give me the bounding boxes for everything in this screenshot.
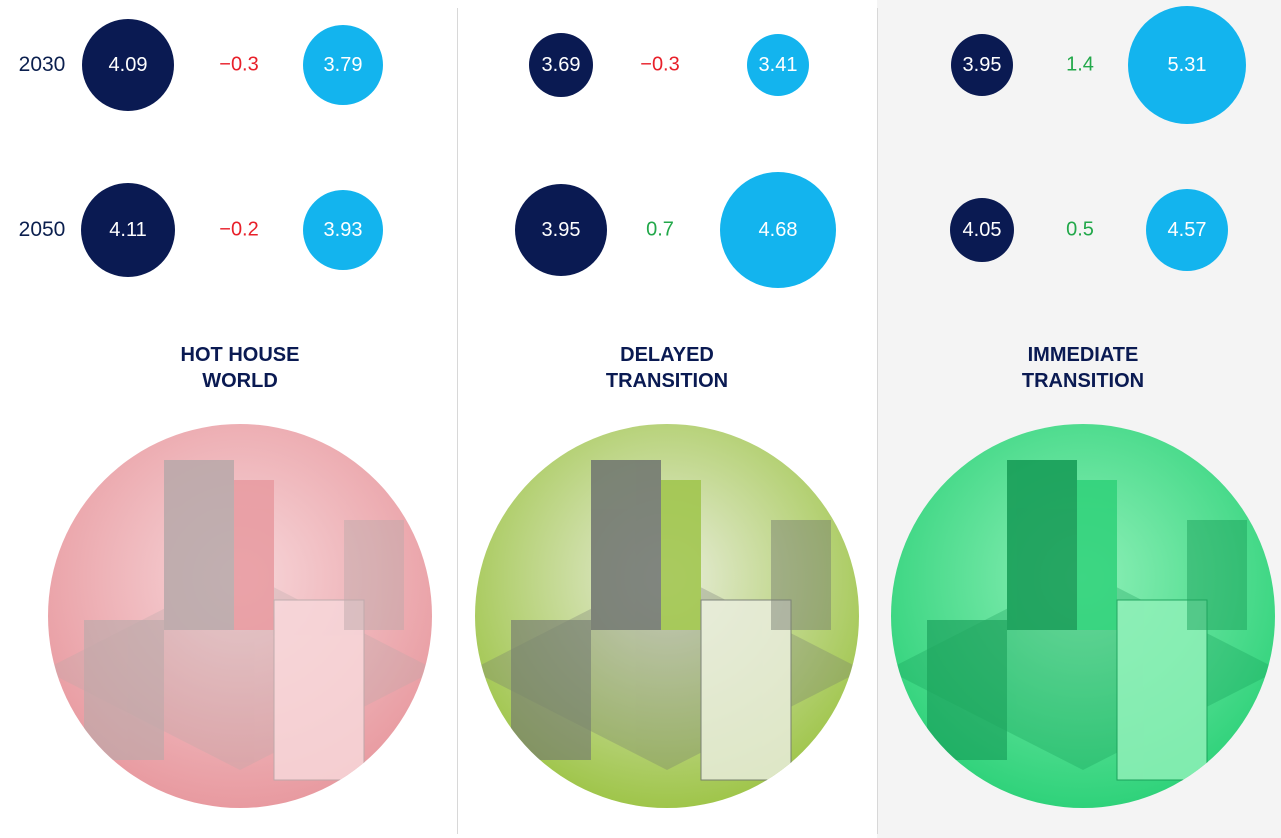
- scenario-title: DELAYED TRANSITION: [517, 342, 817, 394]
- scenario-illustration: [48, 424, 432, 808]
- value-bubble: 4.68: [720, 172, 836, 288]
- value-bubble: 5.31: [1128, 6, 1246, 124]
- title-line: TRANSITION: [605, 370, 729, 392]
- title-line: HOT HOUSE: [180, 344, 300, 366]
- title-line: TRANSITION: [1021, 370, 1145, 392]
- year-label: 2050: [18, 218, 66, 241]
- change-label: −0.2: [219, 218, 259, 241]
- title-line: DELAYED: [620, 344, 714, 366]
- change-label: 0.7: [646, 218, 674, 241]
- value-bubble: 3.41: [747, 34, 809, 96]
- scenario-title: IMMEDIATE TRANSITION: [933, 342, 1233, 394]
- value-bubble: 4.05: [950, 198, 1014, 262]
- divider: [457, 8, 458, 834]
- value-bubble: 3.93: [303, 190, 383, 270]
- value-bubble: 3.79: [303, 25, 383, 105]
- divider: [877, 8, 878, 834]
- value-bubble: 4.11: [81, 183, 175, 277]
- year-label: 2030: [18, 53, 66, 76]
- value-bubble: 3.69: [529, 33, 593, 97]
- title-line: IMMEDIATE: [1027, 344, 1139, 366]
- change-label: 1.4: [1066, 53, 1094, 76]
- scenario-illustration: [475, 424, 859, 808]
- change-label: −0.3: [219, 53, 259, 76]
- title-line: WORLD: [202, 370, 278, 392]
- value-bubble: 3.95: [515, 184, 607, 276]
- value-bubble: 4.09: [82, 19, 174, 111]
- scenario-illustration: [891, 424, 1275, 808]
- scenario-title: HOT HOUSE WORLD: [90, 342, 390, 394]
- change-label: 0.5: [1066, 218, 1094, 241]
- value-bubble: 3.95: [951, 34, 1013, 96]
- change-label: −0.3: [640, 53, 680, 76]
- value-bubble: 4.57: [1146, 189, 1228, 271]
